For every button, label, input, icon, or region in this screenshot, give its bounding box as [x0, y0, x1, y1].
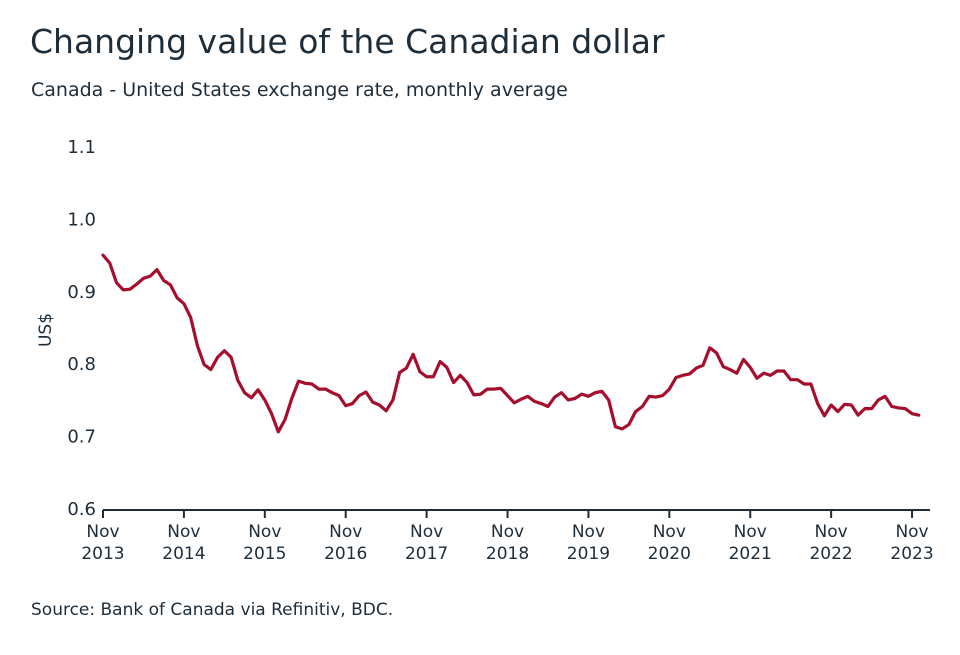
x-tick-label: Nov 2017 [404, 522, 449, 564]
x-tick-label: Nov 2014 [162, 522, 206, 564]
x-tick-label: Nov 2022 [809, 522, 853, 564]
x-tick-label: Nov 2013 [81, 522, 125, 564]
y-axis-label: US$ [36, 313, 56, 347]
y-tick-label: 0.6 [67, 499, 96, 520]
y-tick-label: 0.7 [67, 427, 96, 448]
x-tick-label: Nov 2020 [647, 522, 691, 564]
x-tick-label: Nov 2021 [728, 522, 772, 564]
x-tick-label: Nov 2018 [485, 522, 530, 564]
y-tick-label: 1.0 [67, 209, 96, 230]
x-tick-label: Nov 2019 [566, 522, 611, 564]
chart-subtitle: Canada - United States exchange rate, mo… [31, 79, 568, 101]
x-tick-label: Nov 2023 [890, 522, 934, 564]
source-note: Source: Bank of Canada via Refinitiv, BD… [31, 600, 394, 620]
x-tick-label: Nov 2015 [243, 522, 287, 564]
x-tick-label: Nov 2016 [324, 522, 368, 564]
y-tick-label: 1.1 [67, 137, 96, 158]
y-tick-label: 0.8 [67, 354, 96, 375]
data-line [101, 253, 921, 434]
chart-title: Changing value of the Canadian dollar [30, 22, 665, 61]
y-tick-label: 0.9 [67, 282, 96, 303]
